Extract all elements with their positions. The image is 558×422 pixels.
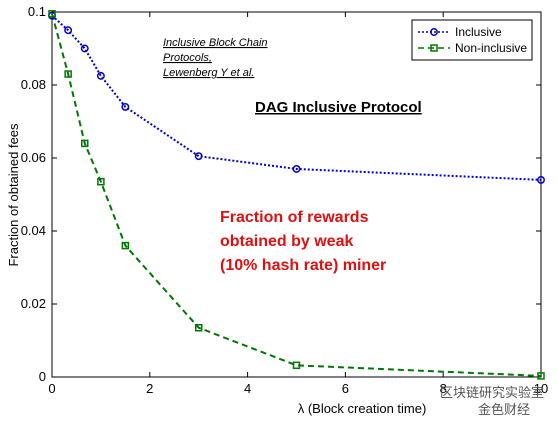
- data-point-non-inclusive: [121, 241, 130, 250]
- y-tick-label: 0.06: [21, 150, 46, 165]
- y-tick-label: 0: [39, 369, 46, 384]
- reference-line-3: Lewenberg Y et al.: [163, 67, 254, 79]
- reference-line-1: Inclusive Block Chain: [163, 37, 268, 49]
- y-tick-label: 0.04: [21, 223, 46, 238]
- data-point-inclusive: [292, 165, 301, 173]
- red-annotation-line-2: obtained by weak: [220, 233, 353, 250]
- data-point-inclusive: [96, 71, 105, 80]
- legend-box: [411, 19, 533, 61]
- legend: Inclusive Non-inclusive: [411, 19, 533, 61]
- legend-label-inclusive: Inclusive: [455, 25, 502, 39]
- data-point-non-inclusive: [194, 323, 203, 332]
- red-annotation-line-1: Fraction of rewards: [220, 209, 369, 226]
- red-annotation-line-3: (10% hash rate) miner: [220, 257, 386, 274]
- data-point-non-inclusive: [64, 70, 72, 78]
- data-point-non-inclusive: [537, 372, 545, 380]
- watermark-line-2: 金色财经: [478, 402, 530, 418]
- x-axis-label: λ (Block creation time): [298, 401, 427, 416]
- x-tick-label: 8: [440, 381, 447, 396]
- data-point-non-inclusive: [292, 361, 301, 370]
- x-tick-label: 0: [48, 381, 55, 396]
- data-point-non-inclusive: [97, 177, 105, 186]
- x-tick-label: 2: [146, 381, 153, 396]
- data-point-inclusive: [194, 152, 203, 161]
- x-tick-label: 6: [342, 381, 349, 396]
- watermark-line-1: 区块链研究实验室: [440, 385, 544, 401]
- series-line-inclusive: [51, 14, 542, 181]
- series-markers: [48, 10, 545, 380]
- data-point-non-inclusive: [81, 139, 89, 148]
- legend-label-non-inclusive: Non-inclusive: [455, 41, 527, 55]
- y-tick-label: 0.1: [28, 4, 46, 19]
- legend-marker-inclusive: [430, 28, 438, 36]
- y-axis-label: Fraction of obtained fees: [6, 123, 21, 267]
- watermark: 区块链研究实验室 金色财经: [440, 385, 544, 418]
- reference-line-2: Protocols,: [163, 52, 212, 64]
- axis-ticks: 0 2 4 6 8 10 0 0.02 0.04 0.06 0.08 0.1: [21, 4, 549, 396]
- x-tick-label: 10: [534, 381, 548, 396]
- y-tick-label: 0.08: [21, 77, 46, 92]
- data-point-inclusive: [64, 26, 73, 35]
- data-point-inclusive: [537, 175, 545, 184]
- x-tick-label: 4: [244, 381, 251, 396]
- chart-title-annotation: DAG Inclusive Protocol: [255, 99, 422, 116]
- legend-marker-non-inclusive: [430, 44, 438, 52]
- data-point-non-inclusive: [48, 10, 56, 18]
- data-point-inclusive: [121, 102, 130, 111]
- plot-area: [51, 11, 542, 378]
- series-lines: [51, 13, 542, 377]
- data-point-inclusive: [80, 44, 89, 53]
- y-tick-label: 0.02: [21, 296, 46, 311]
- series-line-non-inclusive: [51, 13, 542, 377]
